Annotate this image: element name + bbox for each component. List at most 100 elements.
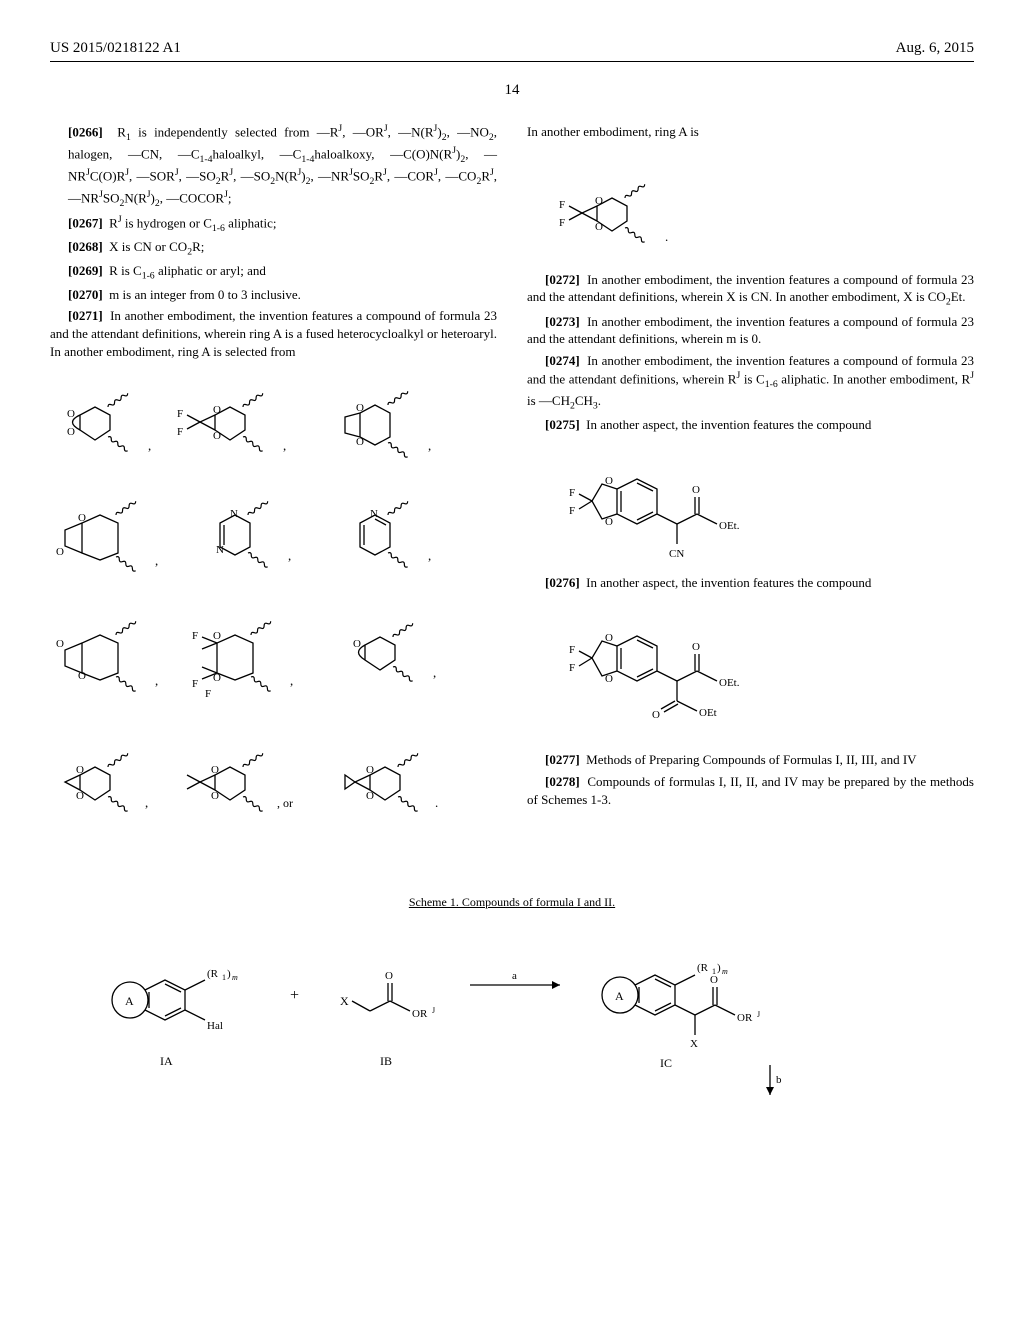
svg-text:O: O bbox=[213, 630, 221, 642]
publication-date: Aug. 6, 2015 bbox=[896, 40, 974, 57]
ring-a-single: F F O O . bbox=[527, 156, 974, 256]
svg-text:O: O bbox=[595, 195, 603, 207]
svg-text:O: O bbox=[78, 512, 86, 524]
svg-text:O: O bbox=[692, 641, 700, 653]
arrow-b-label: b bbox=[776, 1074, 782, 1086]
compound-1-svg: O O F F O OEt. CN bbox=[527, 449, 827, 559]
svg-text:,: , bbox=[145, 795, 148, 810]
svg-text:O: O bbox=[595, 221, 603, 233]
compound-1: O O F F O OEt. CN bbox=[527, 449, 974, 559]
para-0277-text: Methods of Preparing Compounds of Formul… bbox=[586, 752, 916, 767]
svg-text:O: O bbox=[353, 638, 361, 650]
svg-text:Hal: Hal bbox=[207, 1020, 223, 1032]
svg-text:O: O bbox=[76, 790, 84, 802]
publication-number: US 2015/0218122 A1 bbox=[50, 40, 181, 57]
svg-text:X: X bbox=[690, 1038, 698, 1050]
svg-text:A: A bbox=[125, 994, 134, 1008]
svg-text:,: , bbox=[155, 673, 158, 688]
svg-text:OR: OR bbox=[737, 1012, 753, 1024]
ring-a-structures: O O , F F O O , bbox=[50, 375, 497, 855]
para-0271-text: In another embodiment, the invention fea… bbox=[50, 308, 497, 358]
left-column: [0266] R1 is independently selected from… bbox=[50, 119, 497, 870]
right-intro: In another embodiment, ring A is bbox=[527, 123, 974, 141]
para-0273: [0273] In another embodiment, the invent… bbox=[527, 313, 974, 348]
svg-text:N: N bbox=[230, 508, 238, 520]
ring-a-single-svg: F F O O . bbox=[527, 156, 707, 256]
para-0276: [0276] In another aspect, the invention … bbox=[527, 574, 974, 592]
svg-text:O: O bbox=[692, 484, 700, 496]
svg-text:O: O bbox=[211, 764, 219, 776]
para-num-0271: [0271] bbox=[68, 308, 103, 323]
para-num-0270: [0270] bbox=[68, 287, 103, 302]
svg-text:,: , bbox=[290, 673, 293, 688]
svg-text:O: O bbox=[366, 790, 374, 802]
para-0277: [0277] Methods of Preparing Compounds of… bbox=[527, 751, 974, 769]
svg-text:,: , bbox=[288, 548, 291, 563]
label-IB: IB bbox=[380, 1054, 392, 1068]
svg-text:N: N bbox=[370, 508, 378, 520]
svg-text:OEt: OEt bbox=[699, 707, 717, 719]
svg-text:O: O bbox=[356, 402, 364, 414]
para-num-0268: [0268] bbox=[68, 239, 103, 254]
para-0268: [0268] X is CN or CO2R; bbox=[68, 238, 497, 259]
svg-text:F: F bbox=[559, 199, 565, 211]
svg-text:F: F bbox=[192, 630, 198, 642]
svg-text:O: O bbox=[652, 709, 660, 721]
para-num-0277: [0277] bbox=[545, 752, 580, 767]
svg-text:, or: , or bbox=[277, 796, 293, 810]
svg-text:,: , bbox=[428, 438, 431, 453]
two-column-layout: [0266] R1 is independently selected from… bbox=[50, 119, 974, 870]
svg-text:J: J bbox=[757, 1010, 760, 1019]
svg-text:F: F bbox=[569, 662, 575, 674]
svg-text:(R: (R bbox=[697, 962, 709, 974]
para-0266: [0266] R1 is independently selected from… bbox=[68, 122, 497, 210]
svg-text:O: O bbox=[213, 672, 221, 684]
para-0276-text: In another aspect, the invention feature… bbox=[586, 575, 871, 590]
label-IC: IC bbox=[660, 1056, 672, 1070]
svg-text:m: m bbox=[232, 973, 238, 982]
svg-text:(R: (R bbox=[207, 968, 219, 980]
svg-text:.: . bbox=[435, 795, 438, 810]
svg-text:F: F bbox=[569, 644, 575, 656]
plus-sign: + bbox=[290, 987, 299, 1004]
svg-text:O: O bbox=[605, 673, 613, 685]
svg-text:O: O bbox=[56, 546, 64, 558]
para-num-0275: [0275] bbox=[545, 417, 580, 432]
svg-text:F: F bbox=[205, 688, 211, 700]
right-column: In another embodiment, ring A is F F O O… bbox=[527, 119, 974, 870]
svg-text:,: , bbox=[283, 438, 286, 453]
svg-text:): ) bbox=[717, 962, 721, 974]
compound-2: O O F F O OEt. bbox=[527, 606, 974, 736]
page-number: 14 bbox=[50, 82, 974, 99]
ring-structures-svg: O O , F F O O , bbox=[50, 375, 470, 855]
para-0272: [0272] In another embodiment, the invent… bbox=[527, 271, 974, 309]
scheme-1-svg: A (R1)m Hal IA + X O ORJ IB bbox=[50, 925, 870, 1105]
svg-text:,: , bbox=[155, 553, 158, 568]
svg-text:O: O bbox=[211, 790, 219, 802]
para-0278-text: Compounds of formulas I, II, II, and IV … bbox=[527, 774, 974, 807]
para-0273-text: In another embodiment, the invention fea… bbox=[527, 314, 974, 347]
svg-text:A: A bbox=[615, 989, 624, 1003]
para-0275-text: In another aspect, the invention feature… bbox=[586, 417, 871, 432]
svg-text:J: J bbox=[432, 1006, 435, 1015]
svg-text:O: O bbox=[56, 638, 64, 650]
svg-text:O: O bbox=[605, 516, 613, 528]
compound-2-svg: O O F F O OEt. bbox=[527, 606, 827, 736]
svg-text:F: F bbox=[559, 217, 565, 229]
para-0270-text: m is an integer from 0 to 3 inclusive. bbox=[109, 287, 301, 302]
para-num-0274: [0274] bbox=[545, 353, 580, 368]
svg-text:F: F bbox=[569, 505, 575, 517]
svg-text:,: , bbox=[428, 548, 431, 563]
svg-text:O: O bbox=[67, 408, 75, 420]
scheme-1: A (R1)m Hal IA + X O ORJ IB bbox=[50, 925, 974, 1105]
para-num-0278: [0278] bbox=[545, 774, 580, 789]
svg-text:O: O bbox=[385, 970, 393, 982]
page-header: US 2015/0218122 A1 Aug. 6, 2015 bbox=[50, 40, 974, 62]
svg-text:O: O bbox=[710, 974, 718, 986]
para-0274: [0274] In another embodiment, the invent… bbox=[527, 352, 974, 412]
para-0267: [0267] RJ is hydrogen or C1-6 aliphatic; bbox=[68, 213, 497, 235]
para-num-0266: [0266] bbox=[68, 124, 103, 139]
svg-text:O: O bbox=[356, 436, 364, 448]
svg-text:OEt.: OEt. bbox=[719, 520, 740, 532]
para-0271: [0271] In another embodiment, the invent… bbox=[50, 307, 497, 360]
